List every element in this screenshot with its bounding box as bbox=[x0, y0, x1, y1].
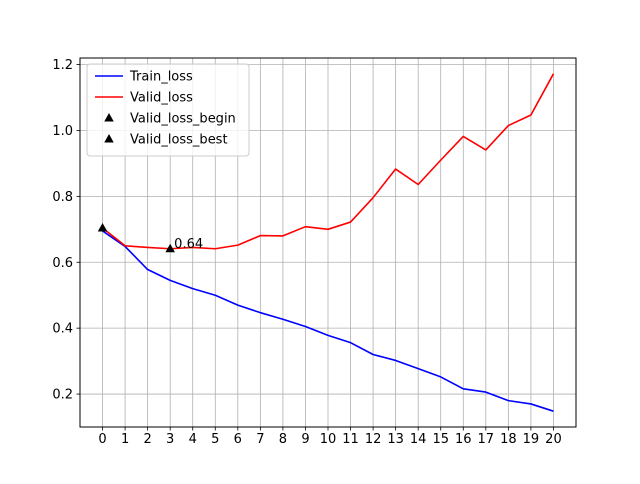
x-tick-label: 15 bbox=[432, 432, 449, 447]
x-tick-label: 13 bbox=[387, 432, 404, 447]
x-tick-label: 0 bbox=[98, 432, 106, 447]
x-tick-label: 12 bbox=[365, 432, 382, 447]
best-value-annotation: 0.64 bbox=[174, 237, 203, 252]
x-tick-label: 7 bbox=[256, 432, 264, 447]
point-markers bbox=[97, 223, 175, 253]
legend-label: Valid_loss_begin bbox=[130, 112, 236, 127]
legend-label: Train_loss bbox=[129, 70, 193, 85]
y-tick-label: 0.4 bbox=[52, 322, 73, 337]
x-tick-label: 3 bbox=[166, 432, 174, 447]
x-tick-label: 2 bbox=[143, 432, 151, 447]
legend-label: Valid_loss_best bbox=[130, 133, 228, 148]
x-tick-label: 8 bbox=[279, 432, 287, 447]
legend-label: Valid_loss bbox=[130, 91, 193, 106]
x-tick-label: 17 bbox=[478, 432, 495, 447]
x-tick-label: 18 bbox=[500, 432, 517, 447]
x-tick-label: 11 bbox=[342, 432, 359, 447]
legend-marker-swatch bbox=[104, 113, 114, 122]
series-line-valid-loss bbox=[102, 73, 555, 250]
x-axis-ticks: 0 1 2 3 4 5 6 7 8 9 10 11 12 13 14 15 16 17 18 19 20 bbox=[98, 427, 562, 447]
legend-marker-swatch bbox=[104, 134, 114, 143]
y-tick-label: 1.0 bbox=[52, 124, 73, 139]
x-tick-label: 5 bbox=[211, 432, 219, 447]
legend: Train_loss Valid_loss Valid_loss_begin Vali… bbox=[86, 63, 250, 157]
x-tick-label: 20 bbox=[545, 432, 562, 447]
x-tick-label: 14 bbox=[410, 432, 427, 447]
x-tick-label: 6 bbox=[234, 432, 242, 447]
x-tick-label: 1 bbox=[121, 432, 129, 447]
marker-valid-loss-best bbox=[165, 243, 175, 253]
x-tick-label: 4 bbox=[189, 432, 197, 447]
x-tick-label: 16 bbox=[455, 432, 472, 447]
annotations: 0.64 bbox=[174, 237, 203, 252]
y-axis-ticks: 0.2 0.4 0.6 0.8 1.0 1.2 bbox=[52, 58, 80, 403]
legend-box bbox=[86, 63, 250, 157]
marker-valid-loss-begin bbox=[97, 223, 108, 232]
x-tick-label: 9 bbox=[301, 432, 309, 447]
y-tick-label: 1.2 bbox=[52, 58, 73, 73]
x-tick-label: 10 bbox=[320, 432, 337, 447]
y-tick-label: 0.6 bbox=[52, 256, 73, 271]
series-line-train-loss bbox=[102, 230, 554, 412]
y-tick-label: 0.8 bbox=[52, 190, 73, 205]
x-tick-label: 19 bbox=[523, 432, 540, 447]
y-tick-label: 0.2 bbox=[52, 388, 73, 403]
series-lines bbox=[102, 73, 555, 412]
